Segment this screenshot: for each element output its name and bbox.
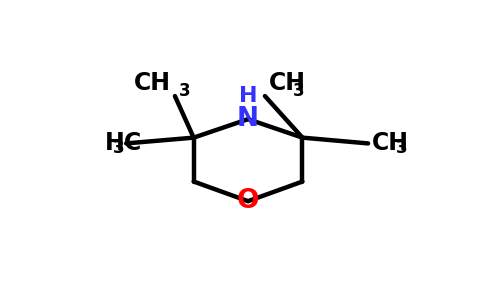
Text: CH: CH xyxy=(372,131,409,155)
Text: 3: 3 xyxy=(113,140,124,158)
Text: CH: CH xyxy=(134,71,171,95)
Text: 3: 3 xyxy=(179,82,190,100)
Text: C: C xyxy=(124,131,141,155)
Text: H: H xyxy=(105,131,124,155)
Text: 3: 3 xyxy=(396,140,408,158)
Text: CH: CH xyxy=(269,71,306,95)
Text: O: O xyxy=(237,188,259,214)
Text: H: H xyxy=(239,86,257,106)
Text: N: N xyxy=(237,106,259,132)
Text: 3: 3 xyxy=(293,82,305,100)
